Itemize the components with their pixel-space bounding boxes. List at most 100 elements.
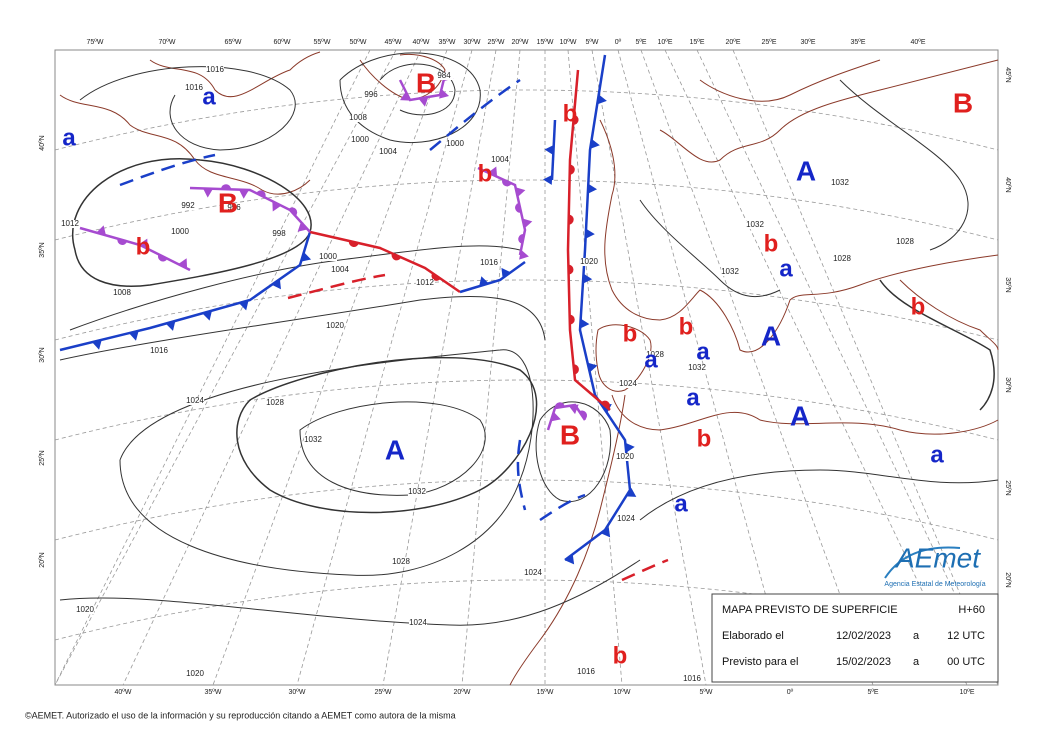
front-triangle (568, 404, 579, 415)
isobar-label-bg (617, 515, 635, 523)
meridian (640, 49, 874, 686)
isobar-label-bg (331, 266, 349, 274)
info-cell: Elaborado el (722, 630, 784, 642)
parallel (54, 379, 999, 441)
isobar-label: 1004 (331, 265, 349, 274)
isobar-label: 1008 (113, 288, 131, 297)
top-lon-label: 40ºW (413, 39, 430, 46)
isobar-label: 1004 (491, 155, 509, 164)
isobar-label: 1008 (349, 113, 367, 122)
right-lat-label: 25ºN (1004, 480, 1011, 495)
isobar-label: 1020 (76, 605, 94, 614)
bottom-lon-label: 20ºW (454, 689, 471, 696)
top-lon-label: 65ºW (225, 39, 242, 46)
pressure-center: a (696, 338, 710, 365)
dashed-ridge (287, 273, 386, 300)
front-semicircle (348, 240, 359, 248)
front-triangle (202, 188, 213, 198)
front-triangle (479, 276, 489, 287)
front-triangle (544, 144, 554, 155)
isobar-label: 1032 (304, 435, 322, 444)
isobar-label-bg (266, 399, 284, 407)
front-triangle (400, 91, 411, 101)
parallel (54, 579, 999, 641)
isobar-label-bg (435, 72, 453, 80)
isobar-label-bg (150, 347, 168, 355)
front-semicircle (554, 402, 565, 409)
isobar-label: 1028 (646, 350, 664, 359)
graticule (54, 49, 999, 686)
isobar-label: 1012 (61, 219, 79, 228)
top-lon-label: 20ºE (725, 39, 740, 46)
pressure-center: A (385, 434, 405, 465)
isobar-label-bg (179, 202, 197, 210)
isobar-label: 1032 (746, 220, 764, 229)
bottom-lon-label: 5ºE (867, 689, 878, 696)
isobar-label: 1028 (266, 398, 284, 407)
bottom-lon-label: 35ºW (205, 689, 222, 696)
top-lon-label: 10ºW (560, 39, 577, 46)
right-lat-label: 40ºN (1004, 177, 1011, 192)
pressure-center: b (764, 230, 779, 257)
pressure-center: A (790, 400, 810, 431)
isobar-label-bg (351, 136, 369, 144)
info-cell: 00 UTC (947, 656, 985, 668)
isobar-label-bg (616, 453, 634, 461)
meridian (617, 49, 791, 686)
isobar-label: 1020 (186, 669, 204, 678)
front-triangle (439, 88, 450, 99)
front-semicircle (569, 164, 575, 175)
isobar-label: 1012 (416, 278, 434, 287)
info-cell: a (913, 656, 920, 668)
isobar-label: 1020 (580, 257, 598, 266)
isobar-label: 1024 (617, 514, 635, 523)
front-triangle (585, 228, 595, 239)
info-box: MAPA PREVISTO DE SUPERFICIE H+60 (711, 593, 999, 683)
dashed-trough (119, 153, 216, 187)
meridian (54, 49, 397, 686)
logo-swoosh (884, 546, 961, 579)
coast (599, 119, 999, 353)
isobar-label-bg (225, 204, 243, 212)
right-lat-label: 30ºN (1004, 377, 1011, 392)
coast-africa (509, 394, 626, 686)
front-triangle (543, 174, 553, 185)
front-triangle (626, 487, 637, 497)
right-lat-label: 20ºN (1004, 572, 1011, 587)
front-triangle (625, 442, 635, 453)
coast (611, 394, 999, 435)
front-triangle (238, 300, 249, 311)
isobar-label: 1016 (480, 258, 498, 267)
front-line (189, 186, 311, 233)
isobar-label-bg (270, 230, 288, 238)
pressure-center: a (644, 346, 658, 373)
meridian (122, 49, 422, 686)
isobar-label: 1016 (150, 346, 168, 355)
coast (699, 59, 881, 102)
meridian (382, 49, 497, 686)
isobar-label: 1000 (171, 227, 189, 236)
pressure-center: B (953, 87, 973, 118)
front-triangle (238, 189, 249, 199)
front-semicircle (573, 114, 579, 125)
top-lon-label: 45ºW (385, 39, 402, 46)
top-lon-label: 50ºW (350, 39, 367, 46)
copyright: ©AEMET. Autorizado el uso de la informac… (25, 710, 456, 720)
pressure-center: a (930, 441, 944, 468)
top-lon-label: 5ºE (635, 39, 646, 46)
right-lat-label: 45ºN (1004, 67, 1011, 82)
front-semicircle (569, 314, 575, 325)
front-semicircle (568, 214, 574, 225)
isobar-label-bg (746, 221, 764, 229)
isobar-1028 (236, 356, 538, 514)
front-semicircle (579, 410, 588, 420)
isobar-label: 1000 (319, 252, 337, 261)
isobar (119, 349, 534, 576)
isobar-label-bg (580, 258, 598, 266)
isobars (59, 52, 999, 626)
top-lon-label: 25ºW (488, 39, 505, 46)
front-triangle (301, 252, 312, 262)
front-triangle (519, 249, 529, 260)
top-lon-label: 35ºW (439, 39, 456, 46)
pressure-center: b (478, 160, 493, 187)
